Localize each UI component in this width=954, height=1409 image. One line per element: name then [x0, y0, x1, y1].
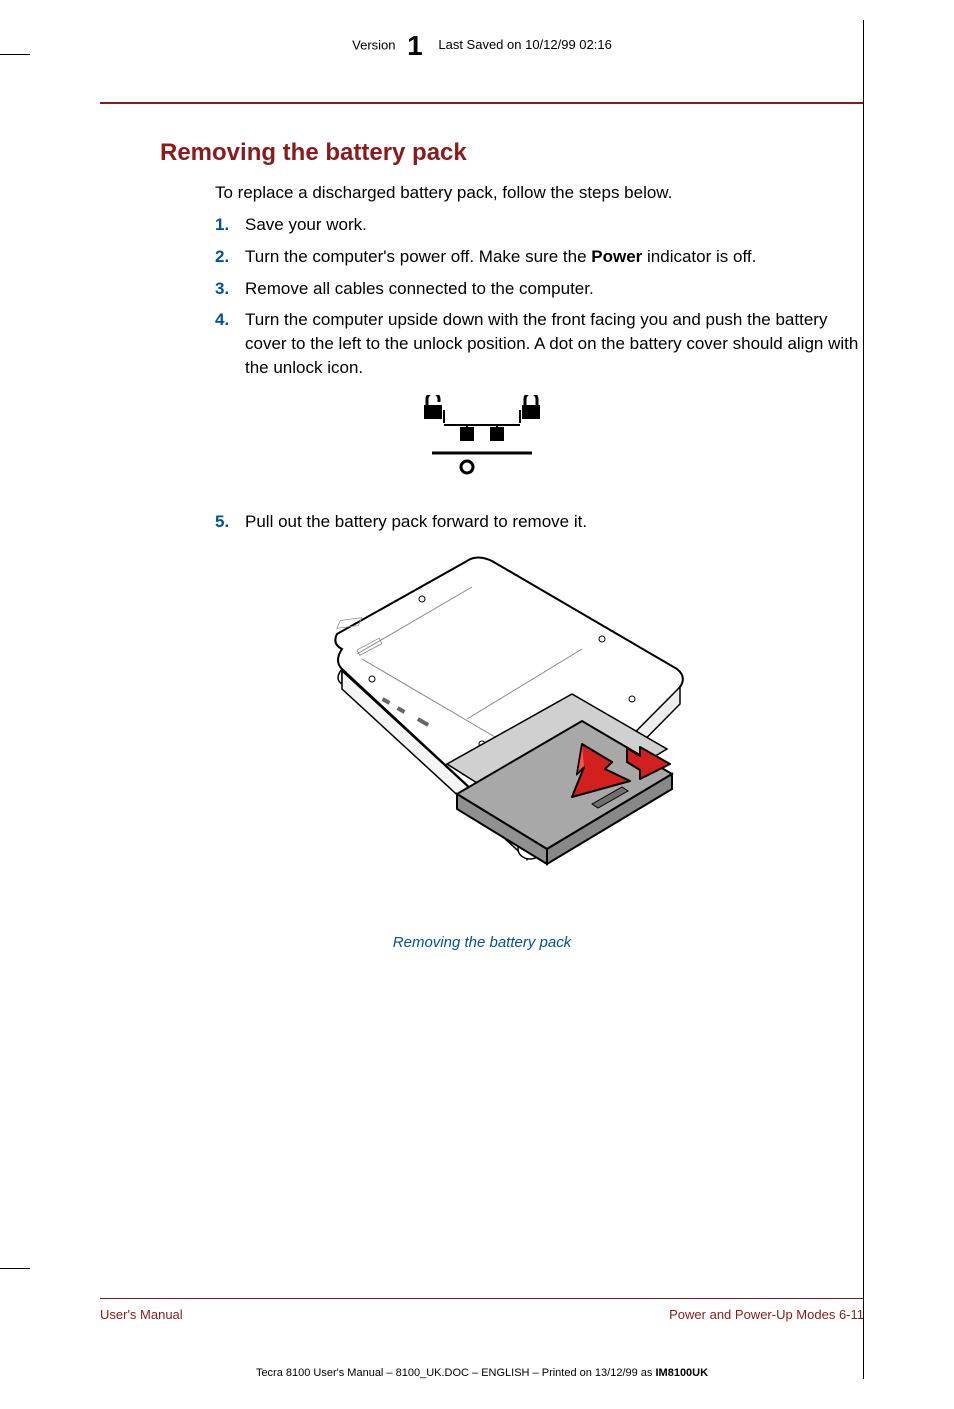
page-header: Version 1 Last Saved on 10/12/99 02:16	[100, 20, 864, 62]
figure-caption: Removing the battery pack	[100, 934, 864, 951]
saved-label: Last Saved on 10/12/99 02:16	[438, 37, 611, 52]
lock-diagram	[100, 395, 864, 490]
crop-mark-top	[0, 54, 30, 55]
bottom-crop-bold: IM8100UK	[655, 1367, 708, 1379]
step-number: 5.	[215, 510, 245, 534]
step-item: 3. Remove all cables connected to the co…	[215, 277, 864, 301]
laptop-diagram-container: Removing the battery pack	[100, 549, 864, 951]
section-title: Removing the battery pack	[160, 139, 864, 167]
footer-right: Power and Power-Up Modes 6-11	[669, 1307, 864, 1322]
bold-word: Power	[591, 247, 642, 266]
step-number: 3.	[215, 277, 245, 301]
steps-list: 1. Save your work. 2. Turn the computer'…	[215, 213, 864, 380]
footer-left: User's Manual	[100, 1307, 183, 1322]
step-text: Turn the computer upside down with the f…	[245, 308, 864, 379]
lock-slider-icon	[392, 395, 572, 485]
step-number: 1.	[215, 213, 245, 237]
steps-list-continued: 5. Pull out the battery pack forward to …	[215, 510, 864, 534]
header-rule	[100, 102, 864, 104]
step-text: Pull out the battery pack forward to rem…	[245, 510, 864, 534]
step-item: 4. Turn the computer upside down with th…	[215, 308, 864, 379]
step-text: Save your work.	[245, 213, 864, 237]
step-number: 2.	[215, 245, 245, 269]
bottom-crop-info: Tecra 8100 User's Manual – 8100_UK.DOC –…	[100, 1367, 864, 1379]
step-text: Remove all cables connected to the compu…	[245, 277, 864, 301]
step-item: 1. Save your work.	[215, 213, 864, 237]
crop-mark-bottom	[0, 1268, 30, 1269]
version-label: Version	[352, 37, 395, 52]
step-number: 4.	[215, 308, 245, 379]
page-container: Version 1 Last Saved on 10/12/99 02:16 R…	[0, 0, 954, 1409]
footer-rule	[100, 1298, 864, 1299]
content-area: Removing the battery pack To replace a d…	[100, 139, 864, 1298]
right-border-line	[863, 20, 864, 1379]
laptop-battery-diagram	[272, 549, 692, 919]
footer-row: User's Manual Power and Power-Up Modes 6…	[100, 1307, 864, 1322]
version-number: 1	[399, 30, 431, 61]
step-item: 5. Pull out the battery pack forward to …	[215, 510, 864, 534]
intro-text: To replace a discharged battery pack, fo…	[215, 183, 864, 203]
step-item: 2. Turn the computer's power off. Make s…	[215, 245, 864, 269]
step-text: Turn the computer's power off. Make sure…	[245, 245, 864, 269]
